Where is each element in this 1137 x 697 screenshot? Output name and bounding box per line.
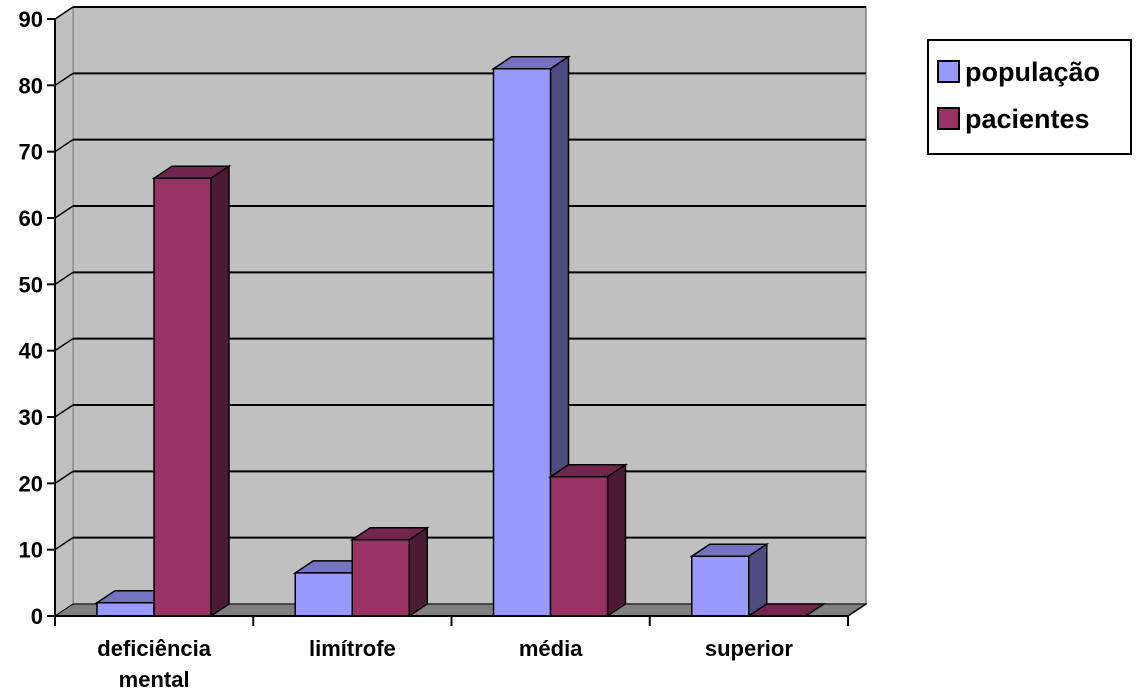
gridline-side [54, 537, 74, 551]
gridline-side [54, 271, 74, 285]
axes [47, 18, 867, 626]
legend: população pacientes [927, 39, 1132, 155]
legend-label: pacientes [965, 104, 1090, 134]
y-tick-label: 90 [19, 7, 43, 32]
y-tick-label: 80 [19, 73, 43, 98]
gridline-side [54, 139, 74, 153]
bar-front-face [294, 572, 353, 617]
side-wall [54, 6, 74, 617]
y-tick-label: 30 [19, 405, 43, 430]
gridline-side [54, 404, 74, 418]
legend-box [927, 39, 1132, 155]
bars [94, 55, 827, 618]
gridline-side [54, 72, 74, 86]
bar [151, 164, 232, 618]
y-tick-label: 0 [31, 604, 43, 629]
gridline-side [54, 338, 74, 352]
bar [689, 542, 770, 618]
bar-front-face [96, 601, 155, 617]
bar-front-face [153, 177, 212, 617]
x-category-label: deficiência [97, 636, 211, 661]
floor-edge [847, 603, 867, 617]
x-category-label: limítrofe [309, 636, 396, 661]
y-tick-label: 60 [19, 206, 43, 231]
legend-swatch [937, 107, 960, 130]
gridline-side [54, 470, 74, 484]
bar-front-face [549, 475, 609, 617]
y-tick-label: 20 [19, 471, 43, 496]
y-tick-label: 70 [19, 140, 43, 165]
y-tick-label: 50 [19, 272, 43, 297]
y-axis-tick-labels: 0 10 20 30 40 50 60 70 80 90 [19, 7, 43, 629]
bar-front-face [691, 555, 750, 617]
y-tick-label: 10 [19, 538, 43, 563]
bar-side-face [408, 526, 428, 618]
x-category-label: mental [119, 667, 190, 692]
bar-side-face [210, 164, 230, 618]
x-category-label: média [519, 636, 583, 661]
x-category-label: superior [705, 636, 793, 661]
bar-front-face [351, 538, 410, 617]
bar-side-face [606, 463, 627, 618]
bar [349, 526, 430, 618]
bar-front-face [492, 68, 552, 617]
legend-swatch [937, 60, 960, 83]
bar [548, 463, 628, 618]
gridline-side [54, 6, 74, 20]
legend-label: população [965, 57, 1100, 87]
gridline-side [54, 205, 74, 219]
y-tick-label: 40 [19, 339, 43, 364]
x-axis-category-labels: deficiência mental limítrofe média superior [97, 636, 793, 692]
